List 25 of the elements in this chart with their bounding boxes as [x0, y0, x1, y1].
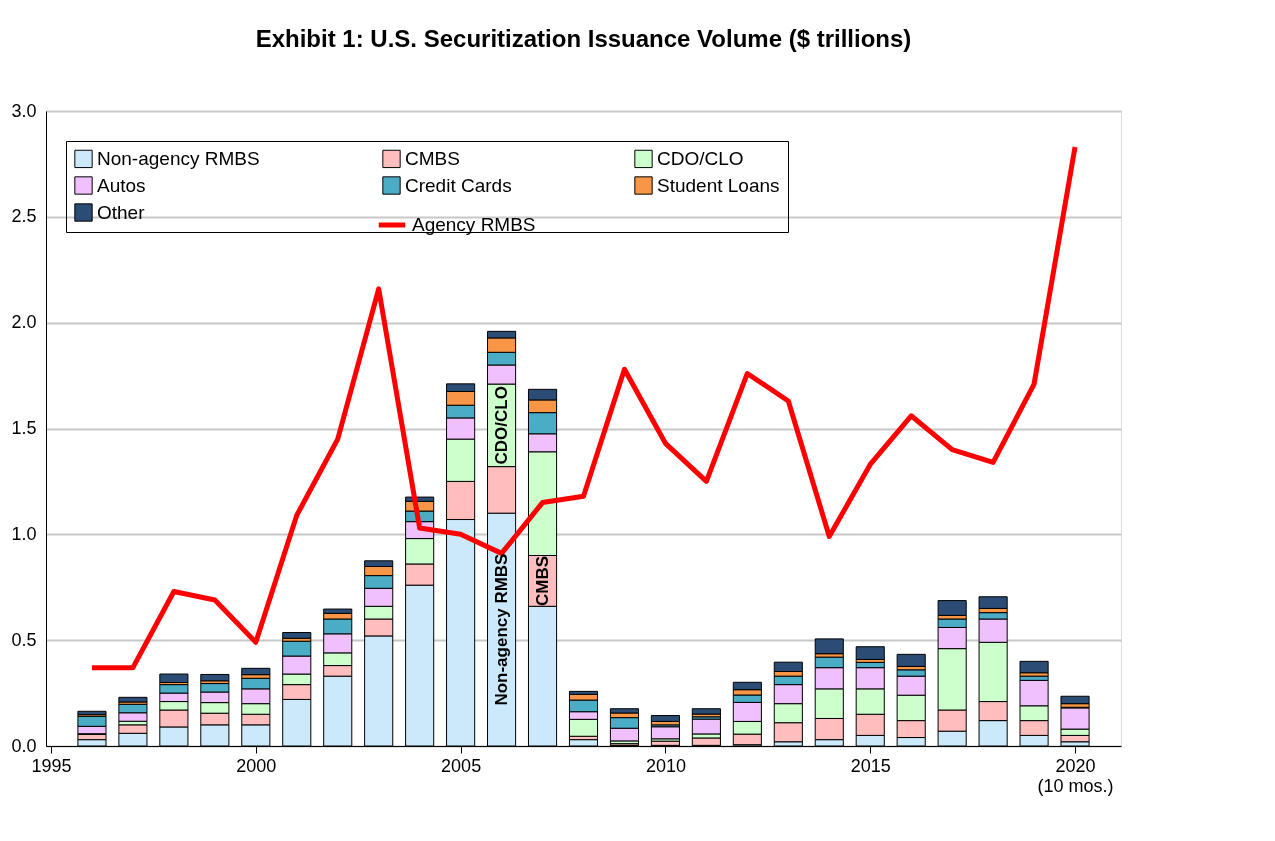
legend-label: Autos: [97, 174, 146, 196]
y-tick-label: 0.5: [11, 629, 37, 650]
x-tick-label: 2005: [441, 755, 482, 776]
x-tick-label: 2020 (10 mos.): [1037, 755, 1114, 796]
x-tick-label: 2010: [645, 755, 686, 776]
y-tick-label: 3.0: [11, 100, 37, 121]
annotation: CMBS: [532, 555, 552, 606]
legend-label: Agency RMBS: [412, 214, 536, 235]
legend-label: Other: [97, 201, 146, 223]
annotation: CDO/CLO: [491, 386, 511, 465]
legend-label: Non-agency RMBS: [97, 147, 260, 169]
legend-label: CDO/CLO: [657, 147, 744, 169]
y-tick-label: 1.0: [11, 523, 37, 544]
legend-label: CMBS: [405, 147, 460, 169]
x-tick-label: 2015: [850, 755, 891, 776]
y-tick-label: 2.5: [11, 206, 37, 227]
chart-title: Exhibit 1: U.S. Securitization Issuance Volume ($ trillions): [255, 25, 912, 52]
y-tick-label: 0.0: [11, 735, 37, 756]
annotation: Non-agency RMBS: [491, 553, 511, 706]
y-tick-label: 2.0: [11, 312, 37, 333]
legend-label: Credit Cards: [405, 174, 512, 196]
x-tick-label: 1995: [31, 755, 72, 776]
x-tick-label: 2000: [236, 755, 277, 776]
legend-label: Student Loans: [657, 174, 780, 196]
y-tick-label: 1.5: [11, 418, 37, 438]
